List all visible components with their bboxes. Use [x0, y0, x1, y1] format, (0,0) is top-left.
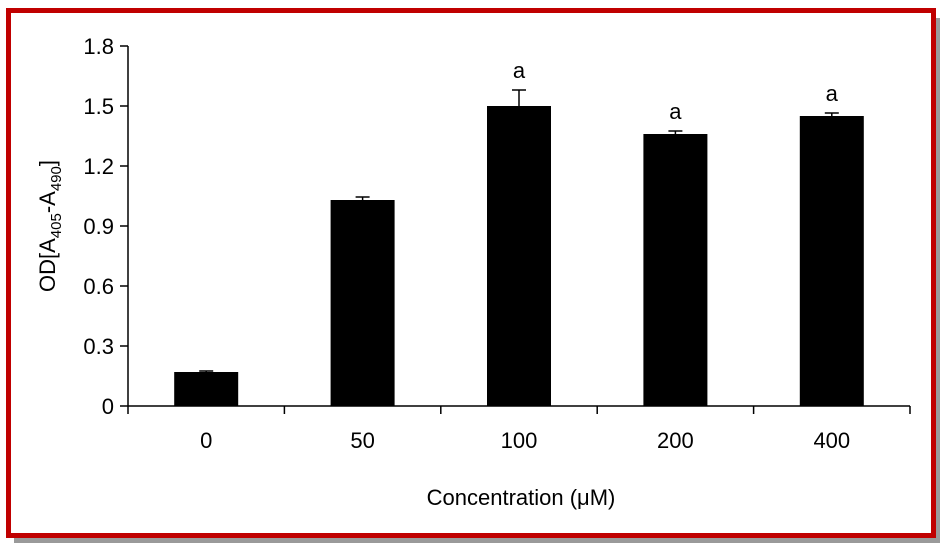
y-tick-label: 1.8	[83, 34, 114, 59]
y-ticks-group: 0 0.3 0.6 0.9 1.2 1.5 1.8	[83, 34, 128, 419]
y-tick-label: 0.3	[83, 334, 114, 359]
significance-annotation: a	[669, 99, 682, 124]
y-tick-label: 1.2	[83, 154, 114, 179]
bar	[174, 372, 239, 406]
bar	[643, 134, 708, 406]
y-axis-title: OD[A405-A490]	[35, 160, 65, 292]
x-tick-label: 0	[200, 428, 212, 453]
x-tick-label: 200	[657, 428, 694, 453]
significance-annotation: a	[513, 58, 526, 83]
y-tick-label: 0.9	[83, 214, 114, 239]
annotations-group: a a a	[513, 58, 839, 124]
x-tick-label: 100	[501, 428, 538, 453]
y-axis-title-sub2: 490	[48, 166, 65, 191]
bar	[330, 200, 395, 406]
x-ticks-group: 0 50 100 200 400	[127, 406, 911, 453]
y-axis-title-sub1: 405	[48, 213, 65, 238]
bar	[799, 116, 864, 406]
chart-frame	[6, 8, 936, 538]
y-tick-label: 1.5	[83, 94, 114, 119]
y-tick-label: 0.6	[83, 274, 114, 299]
significance-annotation: a	[826, 81, 839, 106]
x-axis-title: Concentration (μM)	[427, 485, 616, 510]
y-axis-title-suffix: ]	[35, 160, 60, 166]
y-axis-title-middle: -A	[35, 191, 60, 213]
bars-group	[174, 106, 864, 406]
bar	[487, 106, 551, 406]
x-tick-label: 400	[813, 428, 850, 453]
y-axis-title-prefix: OD[A	[35, 238, 60, 292]
error-bars-group	[199, 89, 839, 372]
y-tick-label: 0	[102, 394, 114, 419]
x-tick-label: 50	[350, 428, 374, 453]
